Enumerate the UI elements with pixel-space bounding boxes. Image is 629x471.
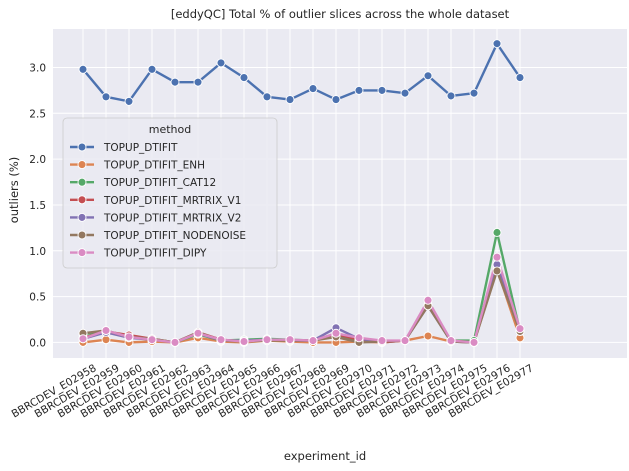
y-tick-label: 1.0 (29, 246, 46, 258)
data-point (147, 335, 157, 345)
legend-marker (77, 160, 87, 170)
data-point (124, 332, 134, 342)
legend-box (62, 117, 278, 269)
data-point (308, 84, 318, 94)
legend-entry: TOPUP_DTIFIT_NODENOISE (103, 230, 246, 242)
y-tick-label: 0.0 (29, 337, 46, 349)
data-point (101, 92, 111, 102)
data-point (170, 337, 180, 347)
data-point (124, 96, 134, 106)
legend-marker (77, 177, 87, 187)
data-point (515, 324, 525, 334)
y-tick-label: 2.5 (29, 108, 46, 120)
data-point (492, 252, 502, 262)
legend-marker (77, 230, 87, 240)
legend-entry: TOPUP_DTIFIT_ENH (103, 160, 205, 172)
data-point (101, 326, 111, 335)
y-tick-label: 3.0 (29, 62, 46, 74)
data-point (193, 77, 203, 87)
legend-entry: TOPUP_DTIFIT_CAT12 (103, 177, 216, 189)
data-point (285, 335, 295, 345)
series-lines (78, 39, 525, 347)
data-point (216, 335, 226, 345)
data-point (492, 266, 502, 276)
data-point (216, 58, 226, 68)
chart-title: [eddyQC] Total % of outlier slices acros… (171, 7, 510, 21)
legend-title: method (149, 123, 191, 136)
legend-marker (77, 212, 87, 222)
data-point (354, 85, 364, 95)
data-point (78, 334, 88, 344)
data-point (239, 337, 249, 346)
data-point (285, 95, 295, 105)
data-point (331, 328, 341, 338)
legend-entry: TOPUP_DTIFIT_MRTRIX_V1 (103, 195, 241, 207)
data-point (308, 336, 318, 346)
data-point (423, 295, 433, 305)
legend-entry: TOPUP_DTIFIT_DIPY (103, 248, 207, 260)
data-point (78, 64, 88, 74)
data-point (331, 95, 341, 105)
legend-entry: TOPUP_DTIFIT (103, 142, 178, 154)
data-point (101, 335, 111, 345)
data-point (446, 91, 456, 101)
data-point (377, 336, 387, 346)
data-point (515, 73, 525, 83)
y-axis-label: outliers (%) (7, 157, 21, 224)
data-point (446, 336, 456, 346)
y-tick-label: 1.5 (29, 200, 46, 212)
data-point (400, 88, 410, 98)
legend: method TOPUP_DTIFIT TOPUP_DTIFIT_ENH TOPUP… (62, 117, 278, 269)
legend-marker (77, 142, 87, 152)
x-axis-ticks: BBRCDEV_E02958BBRCDEV_E02959BBRCDEV_E029… (10, 362, 536, 420)
data-point (469, 88, 479, 98)
y-axis-ticks: 0.0 0.5 1.0 1.5 2.0 2.5 3.0 (29, 62, 46, 349)
data-point (423, 331, 433, 341)
x-axis-label: experiment_id (284, 449, 366, 463)
data-point (377, 85, 387, 95)
data-point (147, 64, 157, 74)
data-point (170, 77, 180, 87)
data-point (469, 337, 479, 347)
y-tick-label: 0.5 (29, 292, 46, 304)
data-point (492, 39, 502, 49)
y-tick-label: 2.0 (29, 154, 46, 166)
legend-entry: TOPUP_DTIFIT_MRTRIX_V2 (103, 212, 241, 224)
data-point (354, 333, 364, 343)
legend-marker (77, 195, 87, 205)
data-point (492, 227, 502, 237)
data-point (193, 328, 203, 338)
data-point (262, 92, 272, 102)
data-point (239, 73, 249, 83)
data-point (262, 335, 272, 345)
data-point (400, 336, 410, 346)
data-point (423, 71, 433, 81)
legend-marker (77, 248, 87, 258)
